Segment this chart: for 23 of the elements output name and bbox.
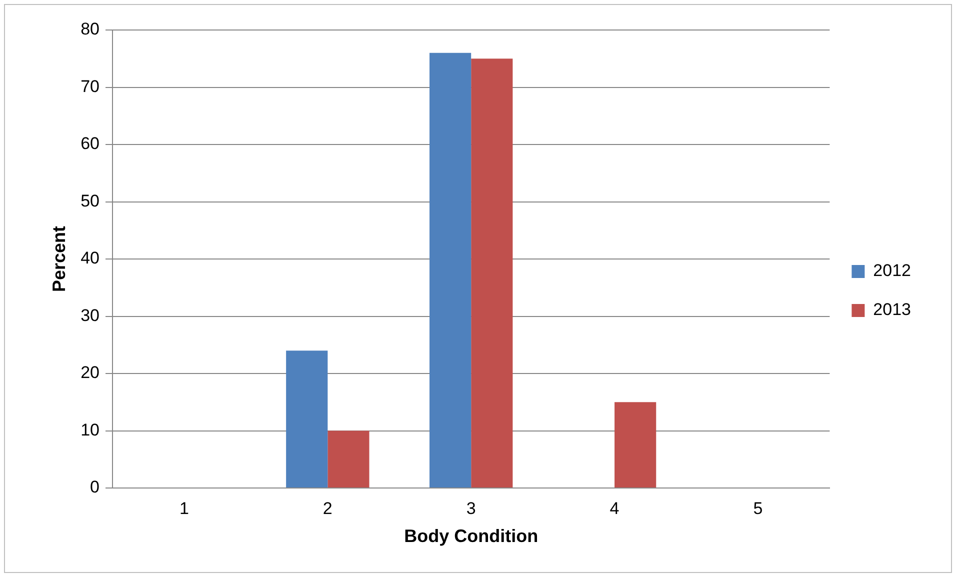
y-tick-label: 60	[80, 134, 100, 154]
bar	[471, 58, 513, 488]
x-tick-label: 3	[466, 498, 476, 518]
x-tick-label: 4	[610, 498, 620, 518]
x-axis-title: Body Condition	[404, 526, 538, 546]
y-tick-label: 30	[80, 306, 100, 325]
legend-label: 2013	[873, 300, 912, 320]
bar	[328, 430, 370, 488]
y-tick-label: 20	[80, 363, 100, 382]
bar	[430, 52, 472, 488]
bar	[286, 350, 328, 488]
y-tick-label: 10	[80, 420, 100, 440]
legend-label: 2012	[873, 261, 912, 280]
y-tick-label: 40	[80, 248, 100, 268]
y-tick-label: 50	[80, 191, 100, 210]
bar	[614, 402, 656, 488]
y-tick-label: 80	[80, 20, 100, 39]
x-tick-label: 1	[179, 498, 189, 518]
x-tick-label: 5	[753, 498, 763, 518]
x-tick-label: 2	[322, 498, 332, 518]
y-tick-label: 70	[80, 76, 100, 96]
y-axis-title: Percent	[48, 226, 69, 292]
y-tick-label: 0	[90, 478, 100, 497]
